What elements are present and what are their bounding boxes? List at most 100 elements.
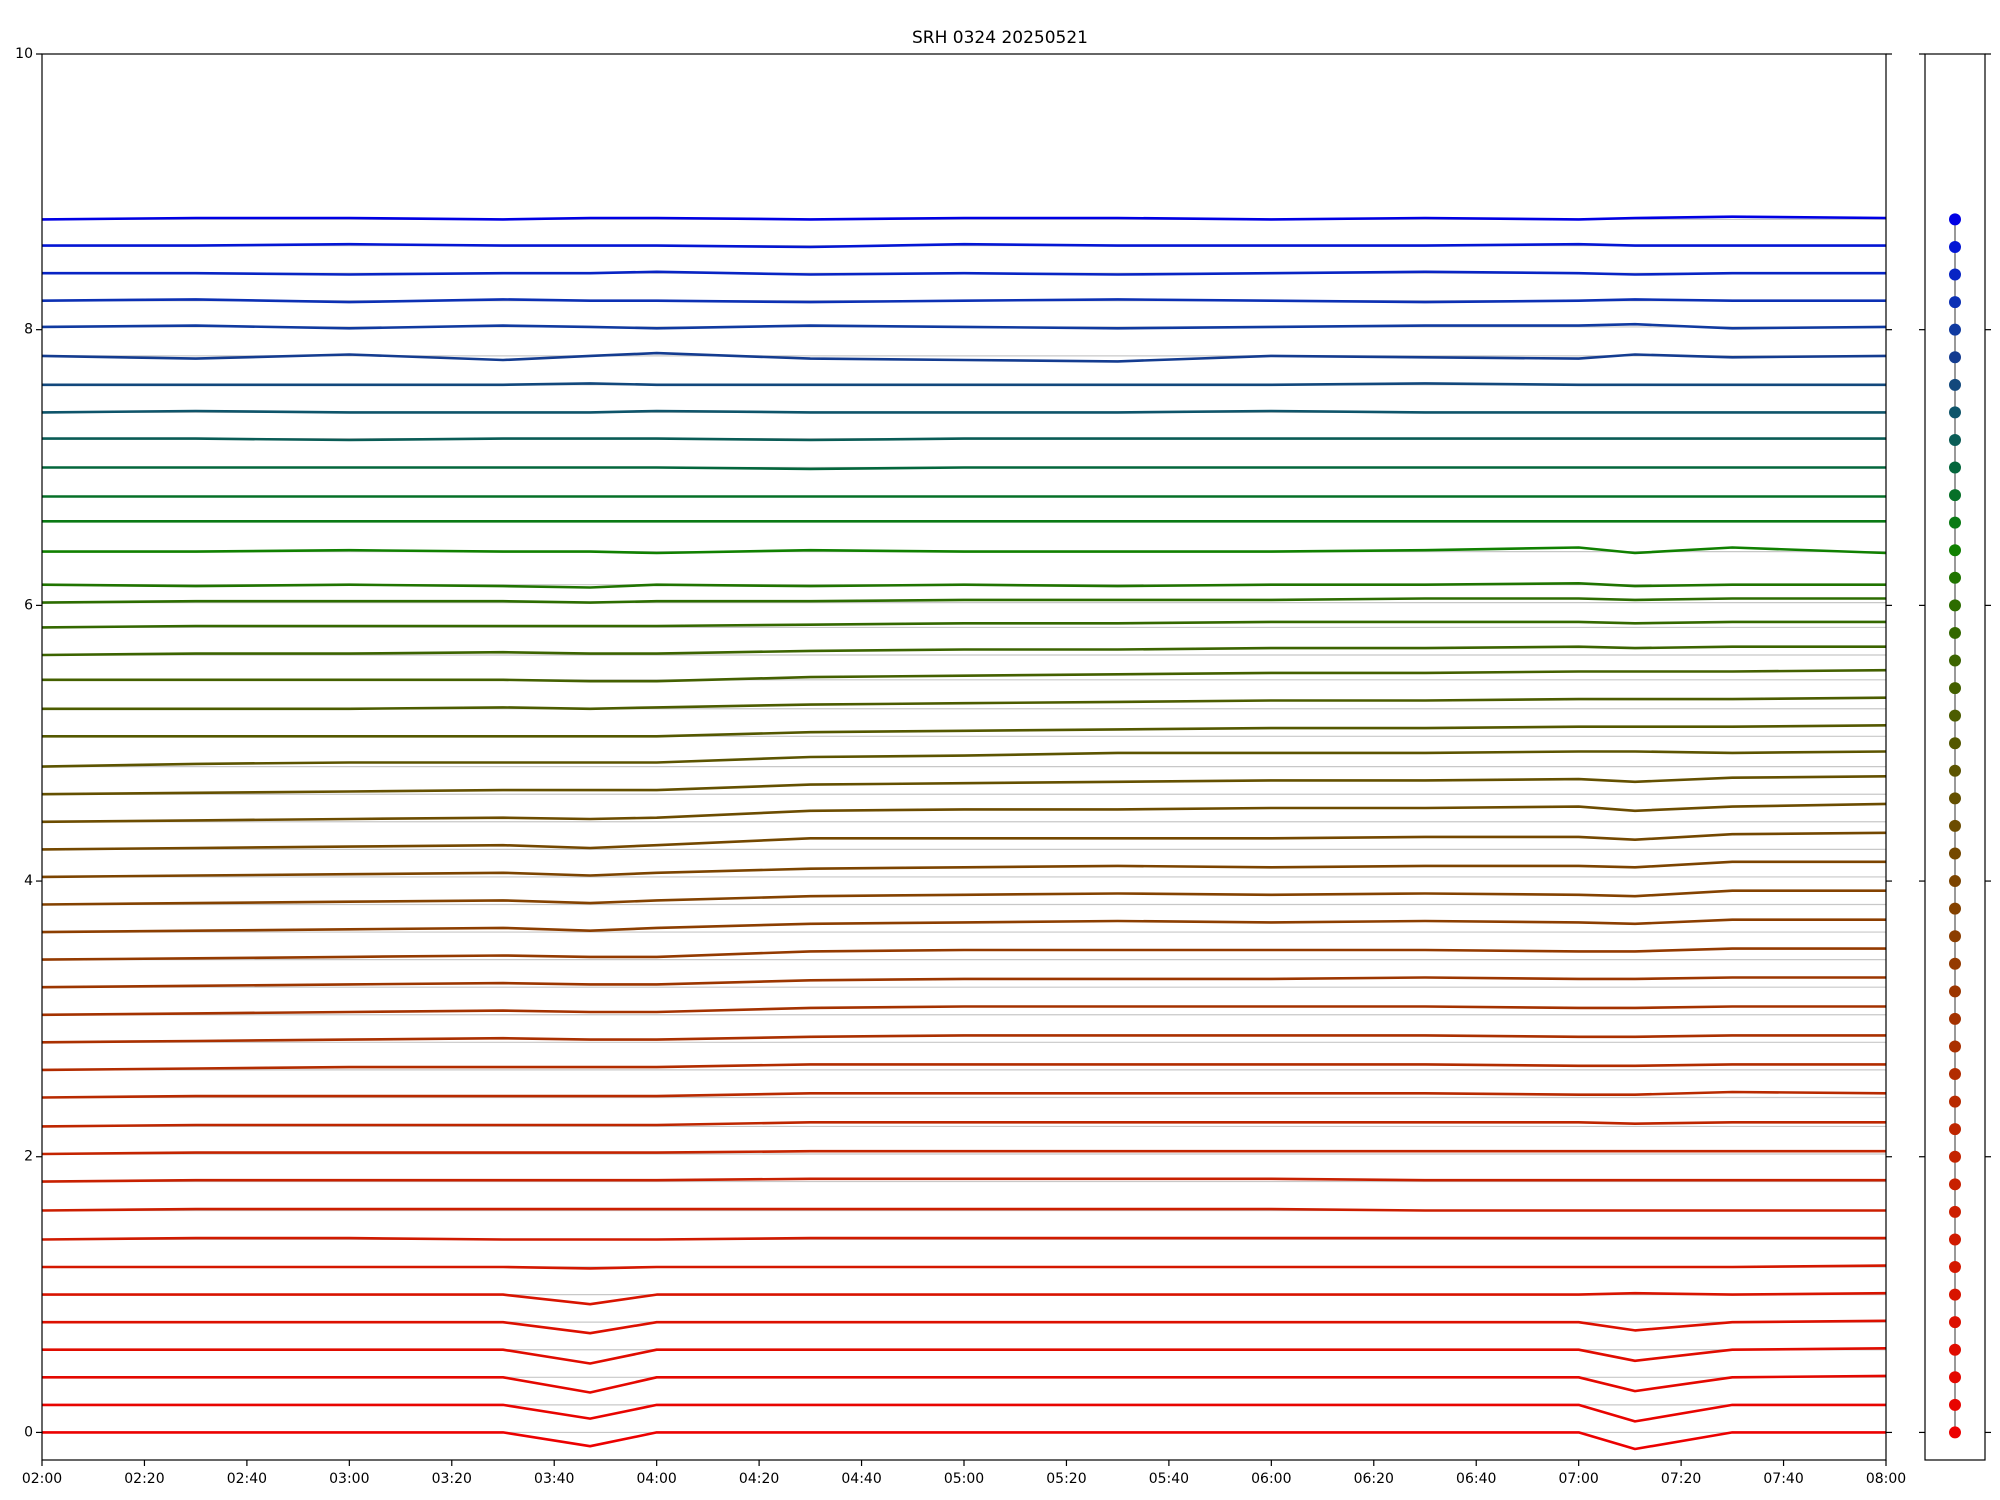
side-dot [1949,682,1961,695]
trace-line [41,775,1887,796]
side-dot [1949,268,1961,281]
side-dot [1949,1371,1961,1384]
trace-line [41,750,1887,768]
side-dot [1949,240,1961,253]
trace-line [41,1207,1886,1212]
trace-line [42,1291,1887,1306]
side-dot [1949,764,1961,777]
x-tick-label: 04:40 [841,1471,881,1487]
side-dot [1949,930,1961,943]
trace-line [41,597,1886,604]
trace-line [41,1034,1886,1044]
side-dot [1949,875,1961,888]
side-dot [1949,709,1961,722]
trace-line [42,1374,1887,1394]
y-tick-label: 0 [24,1424,33,1440]
side-dot [1949,296,1961,309]
side-dot [1949,323,1961,336]
y-tick-label: 6 [24,597,33,613]
side-dot [1949,1343,1961,1356]
side-dot [1949,378,1961,391]
trace-line [41,620,1886,629]
trace-line [42,437,1886,442]
side-dot [1949,957,1961,970]
side-dot [1949,599,1961,612]
trace-line [41,1149,1886,1156]
trace-line [41,1005,1886,1017]
x-tick-label: 08:00 [1866,1471,1906,1487]
side-dot [1949,737,1961,750]
x-tick-label: 02:20 [124,1471,164,1487]
trace-line [42,466,1886,471]
trace-line [41,1063,1886,1072]
trace-line [41,1177,1886,1183]
trace-line [41,582,1886,589]
trace-line [41,409,1886,414]
trace-line [42,270,1886,276]
side-dot [1949,847,1961,860]
y-tick-label: 8 [24,322,33,338]
trace-line [42,1347,1887,1365]
x-tick-label: 05:40 [1149,1471,1189,1487]
x-tick-label: 06:20 [1354,1471,1394,1487]
side-dot [1949,544,1961,557]
side-dot [1949,1288,1961,1301]
trace-line [41,889,1886,906]
side-dot [1949,516,1961,529]
trace-line [41,947,1886,961]
trace-line [42,242,1886,249]
x-tick-label: 02:40 [227,1471,267,1487]
side-dot [1949,1095,1961,1108]
x-tick-label: 04:00 [636,1471,676,1487]
side-dot [1949,902,1961,915]
side-dot [1949,1178,1961,1191]
x-tick-label: 03:20 [432,1471,472,1487]
trace-line [42,1319,1887,1335]
side-dot [1949,461,1961,474]
trace-line [41,215,1887,221]
trace-line [42,724,1887,738]
side-dot [1949,1040,1961,1053]
trace-line [41,1121,1886,1128]
side-dot [1949,433,1961,446]
side-dot [1949,213,1961,226]
side-dot [1949,351,1961,364]
side-dot [1949,571,1961,584]
trace-line [41,1090,1887,1099]
trace-line [42,1431,1886,1451]
y-tick-label: 2 [24,1149,33,1165]
side-dot [1949,1068,1961,1081]
side-dot [1949,1398,1961,1411]
x-tick-label: 04:20 [739,1471,779,1487]
trace-line [41,976,1886,989]
x-tick-label: 06:00 [1251,1471,1291,1487]
trace-line [42,1264,1887,1270]
trace-line [41,351,1887,363]
side-dot [1949,1233,1961,1246]
trace-line [41,831,1887,851]
trace-line [42,382,1886,387]
x-tick-label: 02:00 [22,1471,62,1487]
side-dot [1949,1426,1961,1439]
side-dot [1949,489,1961,502]
trace-line [41,1236,1886,1241]
side-dot [1949,1012,1961,1025]
x-tick-label: 03:40 [534,1471,574,1487]
side-dot [1949,626,1961,639]
trace-line [41,322,1887,330]
chart-title: SRH 0324 20250521 [912,28,1088,48]
trace-line [41,298,1886,304]
y-tick-label: 4 [24,873,33,889]
x-tick-label: 05:20 [1046,1471,1086,1487]
y-tick-label: 10 [15,46,33,62]
side-dot [1949,1205,1961,1218]
side-dot [1949,792,1961,805]
trace-line [41,860,1886,879]
side-dot [1949,1261,1961,1274]
x-tick-label: 07:00 [1558,1471,1598,1487]
trace-line [42,696,1887,711]
x-tick-label: 07:20 [1661,1471,1701,1487]
side-dot [1949,1316,1961,1329]
